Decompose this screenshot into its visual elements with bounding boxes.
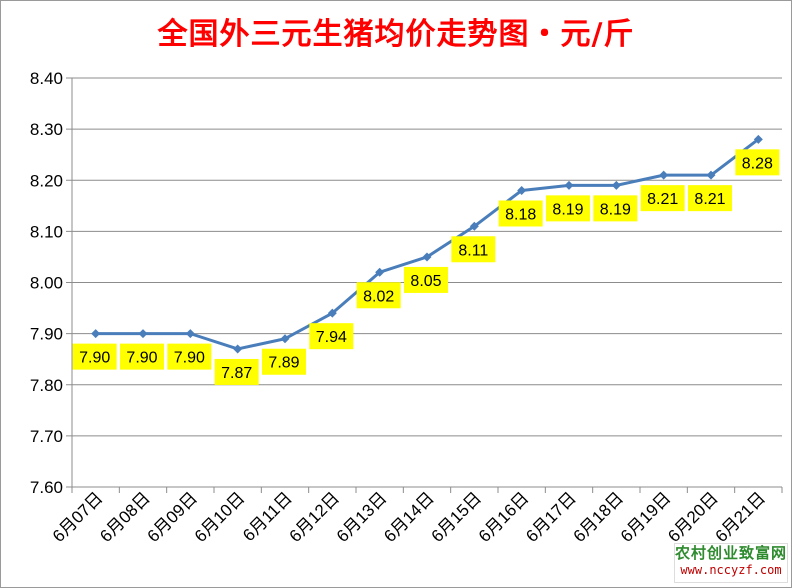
data-label: 8.05 <box>410 273 441 290</box>
data-label-box <box>498 200 543 227</box>
watermark-logo: 农村创业致富网 www.nccyzf.com <box>674 543 788 583</box>
data-label-box <box>309 323 354 350</box>
data-label-box <box>214 358 259 385</box>
y-tick-label: 8.10 <box>30 222 63 241</box>
data-label-box <box>404 266 448 293</box>
y-tick-label: 8.30 <box>30 120 63 139</box>
x-tick-label: 6月10日 <box>191 488 249 546</box>
y-tick-label: 8.40 <box>30 69 63 88</box>
data-point <box>564 180 574 190</box>
data-label: 7.89 <box>268 355 299 372</box>
data-label-box <box>451 236 496 263</box>
x-tick-label: 6月07日 <box>49 488 107 546</box>
data-label-box <box>640 185 685 212</box>
x-tick-label: 6月12日 <box>286 488 344 546</box>
y-tick-label: 7.80 <box>30 376 63 395</box>
data-label: 8.21 <box>647 191 678 208</box>
data-label-box <box>546 195 590 222</box>
data-label: 8.19 <box>600 201 631 218</box>
data-label-box <box>735 149 780 176</box>
data-point <box>375 267 385 277</box>
x-tick-label: 6月16日 <box>475 488 533 546</box>
data-point <box>327 308 337 318</box>
data-label: 7.90 <box>79 350 110 367</box>
watermark-name: 农村创业致富网 <box>675 544 788 562</box>
x-tick-label: 6月08日 <box>96 488 154 546</box>
data-label-box <box>688 185 732 212</box>
series-line <box>95 138 760 351</box>
data-label-box <box>72 343 117 370</box>
watermark-url: www.nccyzf.com <box>680 563 782 577</box>
x-tick-label: 6月17日 <box>522 488 580 546</box>
data-label-box <box>593 195 638 222</box>
x-tick-label: 6月15日 <box>428 488 486 546</box>
data-point <box>91 329 101 339</box>
x-tick-label: 6月18日 <box>570 488 628 546</box>
data-label: 8.19 <box>552 201 583 218</box>
y-tick-label: 8.00 <box>30 274 63 293</box>
data-label-box <box>167 343 212 370</box>
data-markers <box>91 134 763 354</box>
y-axis-ticks: 7.60 7.70 7.80 7.90 8.00 8.10 8.20 8.30 8.40 <box>30 69 72 497</box>
data-label: 8.28 <box>742 155 773 172</box>
data-label-box <box>120 343 164 370</box>
x-tick-label: 6月19日 <box>617 488 675 546</box>
data-point <box>280 334 290 344</box>
y-tick-label: 7.70 <box>30 427 63 446</box>
data-point <box>422 252 432 262</box>
x-tick-label: 6月14日 <box>380 488 438 546</box>
data-label-box <box>356 282 401 309</box>
data-point <box>185 329 195 339</box>
x-tick-label: 6月09日 <box>144 488 202 546</box>
chart-title: 全国外三元生猪均价走势图・元/斤 <box>157 17 635 52</box>
data-point <box>517 185 527 195</box>
y-tick-label: 7.90 <box>30 325 63 344</box>
data-point <box>138 329 148 339</box>
data-point <box>611 180 621 190</box>
data-labels: 7.90 7.90 7.90 7.87 7.89 7.94 8.02 8.05 8.11 8.18… <box>72 149 780 385</box>
x-tick-label: 6月11日 <box>239 488 296 545</box>
y-tick-label: 8.20 <box>30 171 63 190</box>
data-label: 7.90 <box>174 350 205 367</box>
data-label: 7.94 <box>316 329 347 346</box>
x-tick-label: 6月21日 <box>712 488 770 546</box>
data-label: 7.87 <box>221 365 252 382</box>
data-label: 8.02 <box>363 288 394 305</box>
x-tick-label: 6月13日 <box>333 488 391 546</box>
x-axis-ticks: 6月07日6月08日6月09日6月10日6月11日6月12日6月13日6月14日… <box>49 487 783 546</box>
data-point <box>469 221 479 231</box>
data-label: 7.90 <box>126 350 157 367</box>
data-label: 8.18 <box>505 206 536 223</box>
data-point <box>659 170 669 180</box>
data-label: 8.21 <box>694 191 725 208</box>
data-point <box>706 170 716 180</box>
data-point <box>233 344 243 354</box>
data-label-box <box>262 348 306 375</box>
x-tick-label: 6月20日 <box>664 488 722 546</box>
data-label: 8.11 <box>458 242 488 259</box>
y-tick-label: 7.60 <box>30 478 63 497</box>
data-point <box>753 134 763 144</box>
